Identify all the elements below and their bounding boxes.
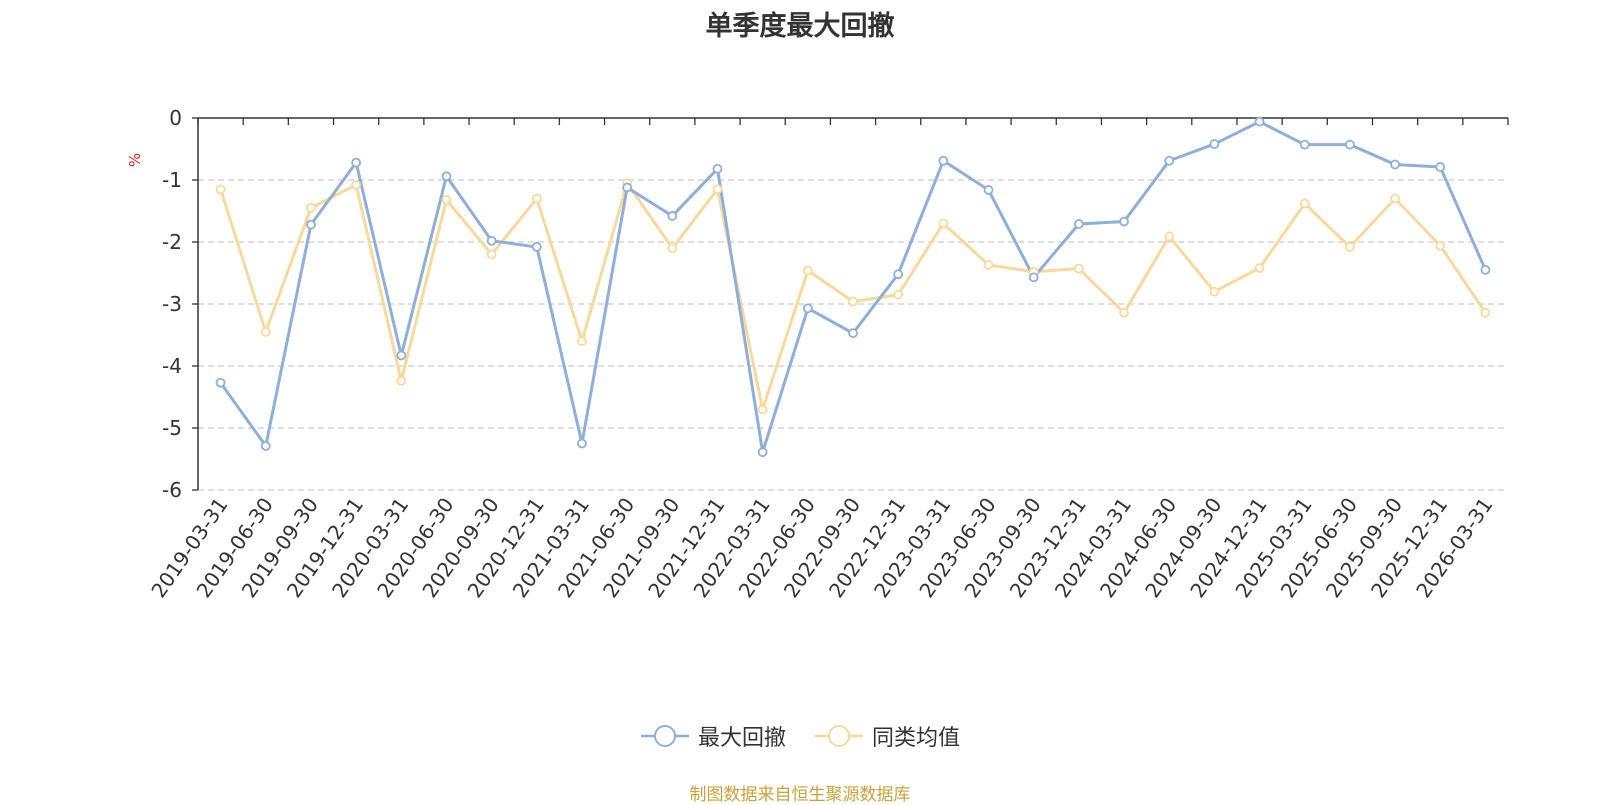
data-point [351, 157, 362, 168]
data-point [802, 265, 813, 276]
data-point [1299, 139, 1310, 150]
series-line [219, 181, 1487, 411]
data-point [260, 441, 271, 451]
data-point [577, 438, 587, 449]
data-point [215, 377, 226, 388]
y-axis-label: % [126, 153, 144, 167]
data-point [848, 328, 858, 339]
chart-title: 单季度最大回撤 [705, 11, 895, 42]
data-point [1028, 272, 1039, 283]
legend-marker-icon [640, 725, 689, 747]
y-tick-label: -4 [162, 354, 182, 378]
data-point [531, 193, 542, 204]
data-point [757, 447, 768, 458]
data-point [802, 303, 813, 314]
legend-label: 最大回撤 [697, 726, 786, 751]
axes [192, 117, 1509, 491]
data-point [938, 155, 949, 166]
data-point [667, 243, 678, 254]
data-point [1390, 159, 1400, 170]
data-point [1254, 116, 1265, 127]
data-point [396, 350, 407, 361]
data-point [983, 260, 994, 270]
data-point [1390, 193, 1400, 204]
data-point [1209, 286, 1220, 297]
data-point [712, 163, 723, 174]
data-point [893, 289, 904, 300]
legend-label: 同类均值 [872, 726, 961, 751]
legend-item[interactable]: 同类均值 [814, 720, 960, 752]
data-point [1164, 231, 1175, 242]
data-point [1254, 263, 1265, 273]
data-point [531, 242, 542, 252]
data-point [306, 219, 316, 230]
data-point [396, 375, 407, 386]
data-point [1119, 216, 1129, 227]
data-point [938, 218, 949, 229]
y-tick-label: -5 [162, 416, 182, 440]
y-tick-label: -2 [162, 230, 182, 254]
data-point [983, 185, 994, 195]
data-point [1299, 198, 1310, 209]
data-point [441, 171, 452, 182]
legend-item[interactable]: 最大回撤 [640, 720, 786, 752]
data-point [1073, 219, 1084, 229]
data-point [486, 249, 497, 260]
series-line [219, 120, 1487, 454]
data-point [622, 182, 633, 193]
data-point [486, 235, 497, 246]
data-point [893, 269, 904, 280]
data-point [351, 180, 362, 190]
data-point [306, 202, 316, 213]
data-point [1344, 139, 1355, 150]
data-point [1209, 139, 1220, 149]
legend: 最大回撤 同类均值 [0, 720, 1600, 752]
data-point [577, 336, 587, 347]
data-point [757, 404, 768, 415]
y-tick-label: -3 [162, 292, 182, 316]
series [215, 116, 1491, 458]
data-point [712, 184, 723, 195]
data-point [260, 326, 271, 337]
data-point [1480, 264, 1491, 275]
data-point [848, 296, 858, 307]
data-point [441, 194, 452, 205]
y-tick-label: -6 [162, 478, 182, 502]
y-tick-label: 0 [169, 106, 182, 130]
data-point [215, 184, 226, 195]
data-point [1435, 162, 1446, 172]
data-point [1164, 155, 1175, 166]
data-point [1073, 263, 1084, 274]
data-point [667, 211, 678, 221]
y-tick-label: -1 [162, 168, 182, 192]
data-point [1119, 307, 1129, 318]
data-point [1344, 242, 1355, 252]
data-point [1435, 240, 1446, 251]
data-point [1480, 307, 1491, 318]
source-note: 制图数据来自恒生聚源数据库 [689, 785, 911, 805]
legend-marker-icon [815, 725, 863, 747]
